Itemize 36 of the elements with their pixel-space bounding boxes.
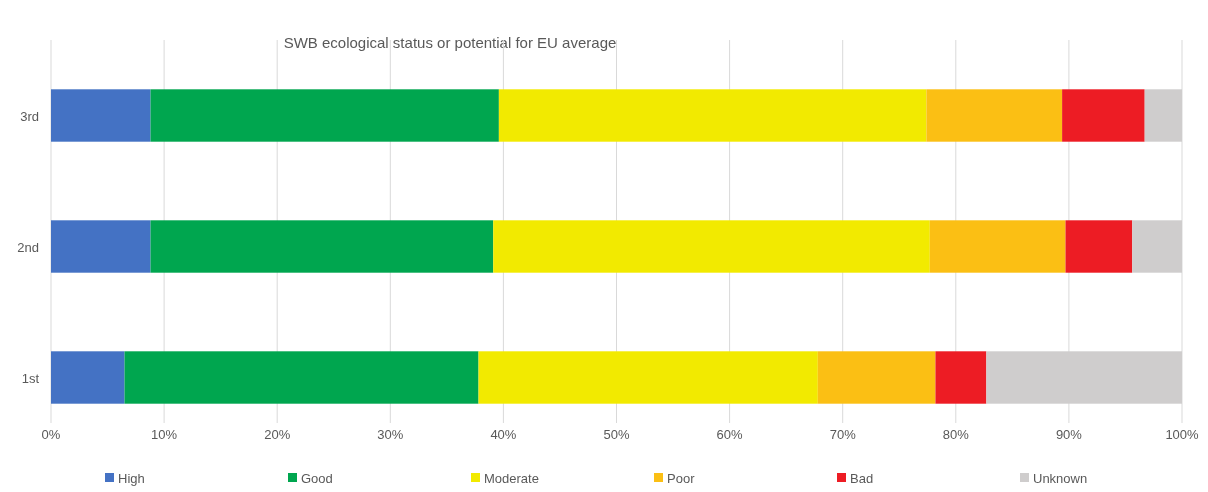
x-tick-label: 60% bbox=[716, 427, 744, 442]
x-tick-label: 80% bbox=[942, 427, 970, 442]
bar bbox=[150, 89, 499, 142]
bar bbox=[150, 220, 494, 273]
bar bbox=[51, 351, 125, 404]
bar bbox=[1062, 89, 1145, 142]
legend-label: Poor bbox=[667, 471, 696, 486]
bar bbox=[493, 220, 930, 273]
bar bbox=[935, 351, 987, 404]
legend-label: Moderate bbox=[484, 471, 539, 486]
x-tick-label: 10% bbox=[151, 427, 178, 442]
x-tick-label: 50% bbox=[603, 427, 630, 442]
y-tick-label: 3rd bbox=[20, 108, 39, 124]
legend-label: Good bbox=[301, 471, 333, 486]
bar bbox=[926, 89, 1063, 142]
x-tick-label: 20% bbox=[264, 427, 291, 442]
x-tick-label: 40% bbox=[490, 427, 517, 442]
chart-title: SWB ecological status or potential for EU average bbox=[283, 34, 617, 51]
bar bbox=[929, 220, 1066, 273]
x-tick-label: 30% bbox=[377, 427, 404, 442]
bar bbox=[498, 89, 927, 142]
bar bbox=[817, 351, 936, 404]
bar bbox=[51, 89, 151, 142]
legend-label: Unknown bbox=[1033, 471, 1088, 486]
bar bbox=[478, 351, 818, 404]
bar bbox=[1065, 220, 1133, 273]
y-tick-label: 2nd bbox=[17, 239, 39, 255]
bar bbox=[51, 220, 151, 273]
bar bbox=[124, 351, 479, 404]
legend-label: Bad bbox=[850, 471, 874, 486]
x-tick-label: 90% bbox=[1055, 427, 1083, 442]
x-tick-label: 100% bbox=[1165, 427, 1200, 442]
x-tick-label: 70% bbox=[829, 427, 857, 442]
legend-label: High bbox=[118, 471, 145, 486]
y-tick-label: 1st bbox=[21, 370, 40, 386]
x-tick-label: 0% bbox=[41, 427, 61, 442]
